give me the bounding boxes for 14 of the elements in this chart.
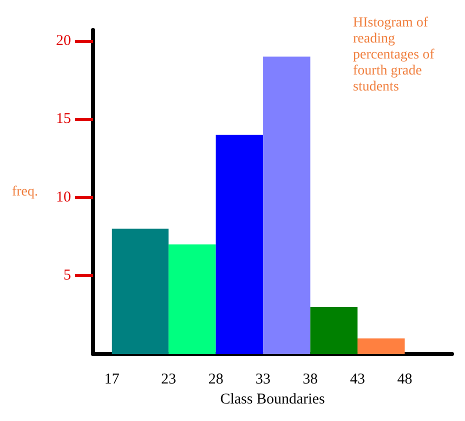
x-tick-label: 43 bbox=[350, 372, 366, 388]
y-tick-label: 5 bbox=[64, 268, 71, 284]
x-axis-title: Class Boundaries bbox=[220, 392, 325, 408]
x-tick-label: 17 bbox=[104, 372, 120, 388]
y-tick-label: 20 bbox=[56, 32, 71, 49]
y-tick-label: 15 bbox=[56, 111, 71, 128]
x-tick-label: 48 bbox=[397, 372, 412, 388]
x-tick-label: 33 bbox=[256, 372, 271, 388]
y-tick-label: 10 bbox=[56, 189, 71, 206]
x-tick-label: 23 bbox=[161, 372, 176, 388]
x-tick-label: 38 bbox=[302, 372, 318, 388]
x-tick-label: 28 bbox=[208, 372, 224, 388]
text: HIstogram of reading percentages of fourth grade students bbox=[353, 16, 438, 94]
y-axis-title: freq. bbox=[12, 184, 38, 200]
